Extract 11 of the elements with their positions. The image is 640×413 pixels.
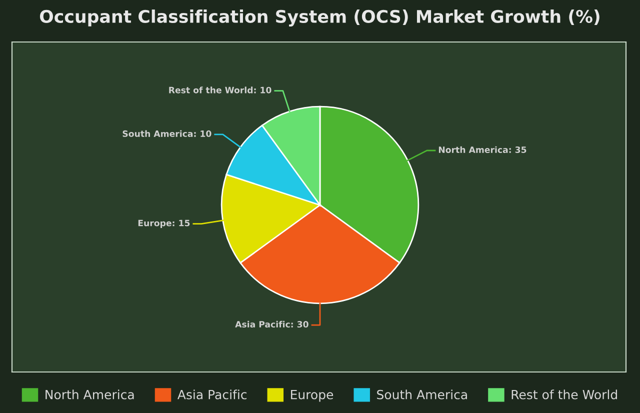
legend-label: Europe	[291, 390, 334, 402]
legend-label: Rest of the World	[512, 390, 617, 400]
data-label: South America: 10	[122, 130, 212, 137]
legend-label: South America	[377, 390, 467, 400]
data-label: North America: 35	[438, 146, 526, 153]
data-label: Asia Pacific: 30	[235, 320, 308, 328]
data-label: Europe: 15	[138, 220, 190, 228]
chart-title: Occupant Classification System (OCS) Market Growth (%)	[40, 10, 600, 26]
legend-label: Asia Pacific	[177, 390, 246, 400]
legend-label: North America	[46, 390, 134, 400]
data-label: Rest of the World: 10	[169, 86, 272, 94]
